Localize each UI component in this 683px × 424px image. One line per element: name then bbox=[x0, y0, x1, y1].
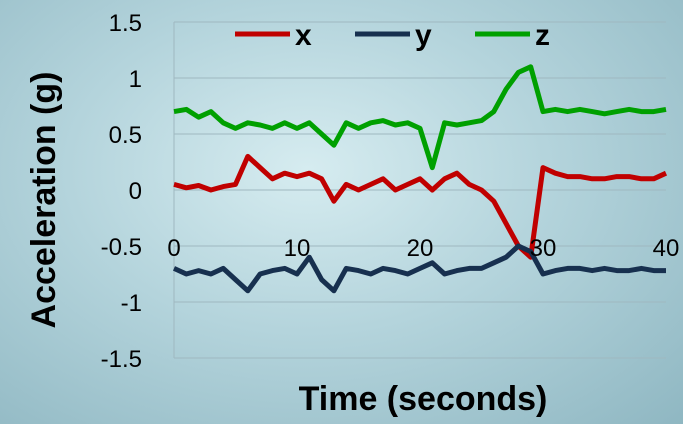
y-tick-label: -1.5 bbox=[101, 346, 142, 373]
y-axis-tick-labels: 1.5 1 0.5 0 -0.5 -1 -1.5 bbox=[101, 10, 142, 373]
grid-lines bbox=[173, 21, 666, 359]
legend-label-z: z bbox=[535, 19, 550, 52]
x-axis-tick-labels: 0 10 20 30 40 bbox=[167, 235, 679, 262]
x-tick-label: 30 bbox=[530, 235, 557, 262]
x-axis-title: Time (seconds) bbox=[299, 380, 548, 418]
x-tick-label: 40 bbox=[653, 235, 680, 262]
x-tick-label: 10 bbox=[284, 235, 311, 262]
series-line-z bbox=[173, 64, 667, 171]
y-tick-label: 0.5 bbox=[109, 122, 142, 149]
y-tick-label: -1 bbox=[121, 290, 142, 317]
legend-label-x: x bbox=[295, 19, 312, 52]
legend-label-y: y bbox=[415, 19, 432, 52]
series-line-y bbox=[172, 243, 666, 294]
y-axis-title: Acceleration (g) bbox=[25, 72, 63, 329]
y-tick-label: 1.5 bbox=[109, 10, 142, 37]
y-tick-label: -0.5 bbox=[101, 234, 142, 261]
y-tick-label: 1 bbox=[129, 66, 142, 93]
x-tick-label: 20 bbox=[407, 235, 434, 262]
series-line-x bbox=[173, 153, 668, 260]
x-tick-label: 0 bbox=[167, 235, 180, 262]
y-tick-label: 0 bbox=[129, 178, 142, 205]
series-layer bbox=[172, 64, 668, 294]
legend: x y z bbox=[235, 19, 550, 52]
